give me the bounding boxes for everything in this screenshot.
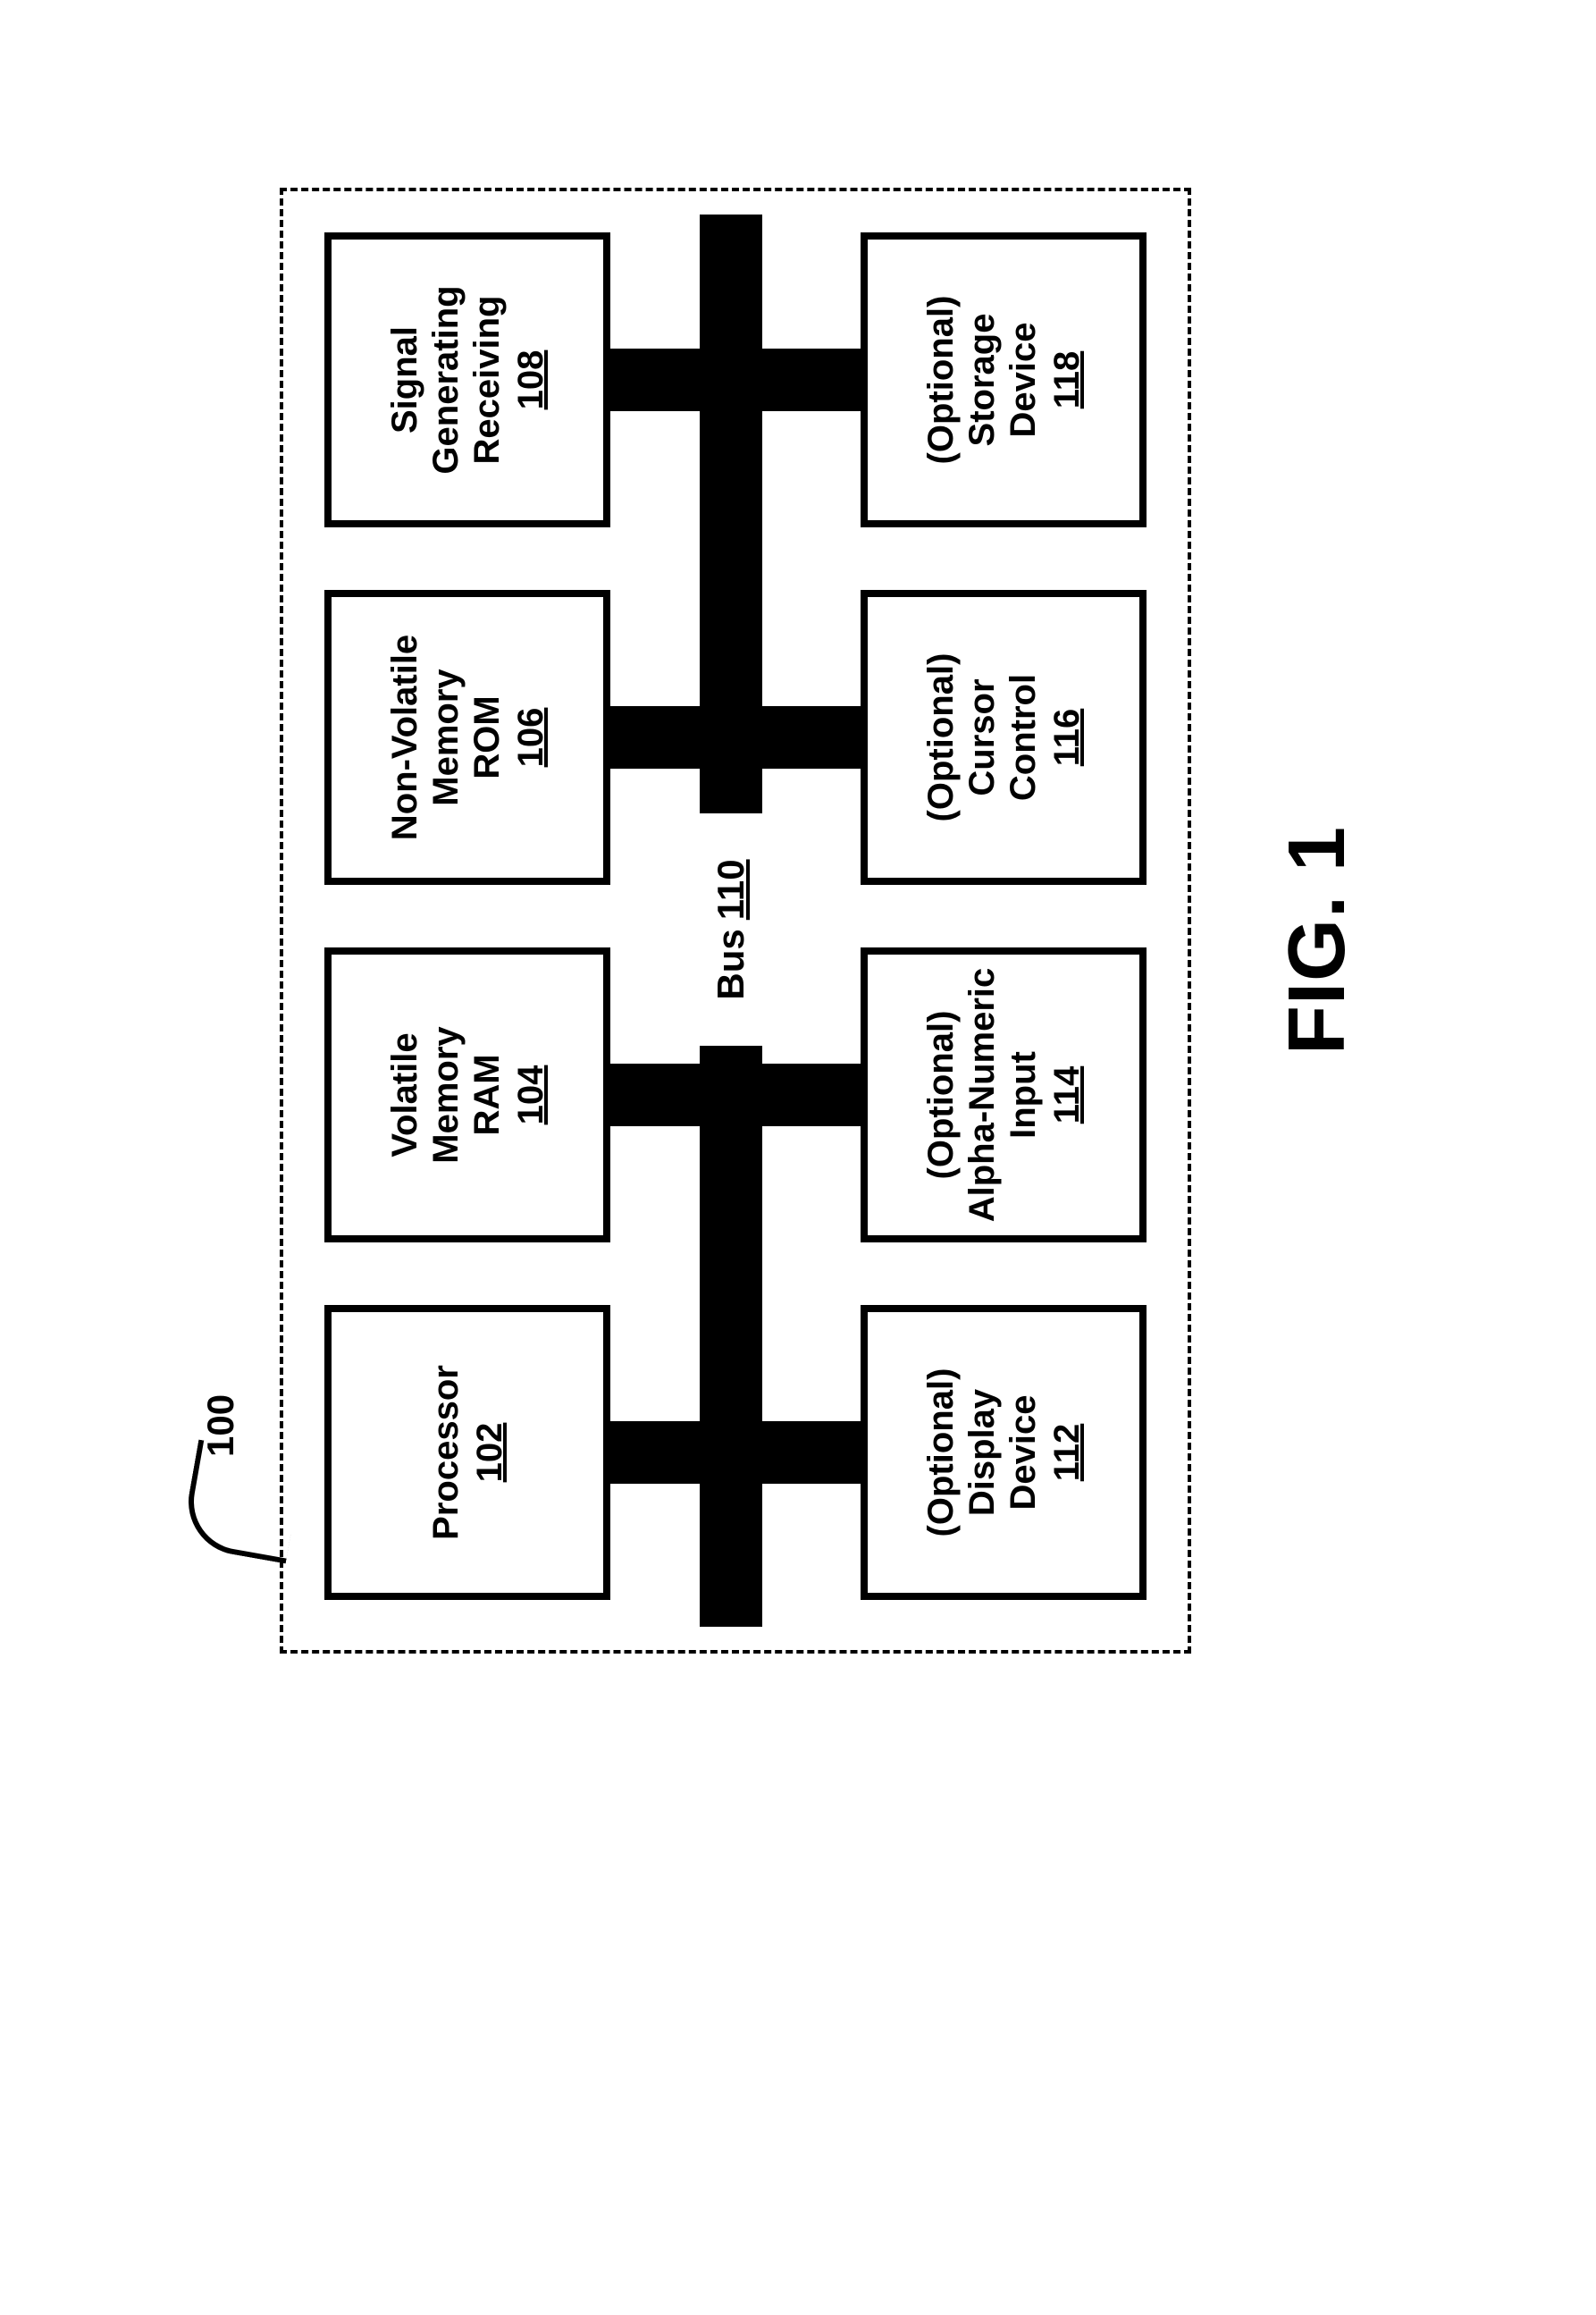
block-text: Processor <box>425 1365 466 1540</box>
block-text: Volatile <box>384 1032 425 1157</box>
block-text: Non-Volatile <box>384 635 425 840</box>
block-text: Device <box>1003 1395 1044 1511</box>
block-volatile-memory: Volatile Memory RAM 104 <box>324 947 610 1242</box>
stub <box>762 1421 861 1484</box>
block-text: RAM <box>466 1054 508 1135</box>
bus-label: Bus <box>710 929 752 999</box>
block-text: Memory <box>425 1026 466 1163</box>
block-text: Signal <box>384 326 425 434</box>
block-storage-device: (Optional) Storage Device 118 <box>861 232 1147 527</box>
block-text: Device <box>1003 323 1044 438</box>
block-ref: 114 <box>1047 1066 1088 1124</box>
block-text: ROM <box>466 695 508 779</box>
block-text: (Optional) <box>920 296 962 465</box>
block-ref: 104 <box>511 1065 551 1125</box>
bus-label-box: Bus 110 <box>700 813 762 1046</box>
bus-bar-right <box>700 215 762 813</box>
block-ref: 106 <box>511 708 551 768</box>
block-text: Generating <box>425 285 466 474</box>
stub <box>762 1064 861 1126</box>
block-text: Alpha-Numeric <box>962 968 1003 1223</box>
page: 100 Bus 110 Processor 102 Volatile Memor… <box>0 0 1596 2315</box>
block-text: Receiving <box>466 296 508 465</box>
block-text: (Optional) <box>920 1368 962 1537</box>
stub <box>762 706 861 769</box>
block-alphanumeric-input: (Optional) Alpha-Numeric Input 114 <box>861 947 1147 1242</box>
stub <box>610 1064 700 1126</box>
bus-bar-left <box>700 1046 762 1627</box>
block-text: (Optional) <box>920 1011 962 1180</box>
block-text: Cursor <box>962 678 1003 796</box>
block-text: Control <box>1003 674 1044 801</box>
block-display-device: (Optional) Display Device 112 <box>861 1305 1147 1600</box>
block-ref: 102 <box>470 1423 510 1483</box>
block-processor: Processor 102 <box>324 1305 610 1600</box>
rotated-container: 100 Bus 110 Processor 102 Volatile Memor… <box>172 134 1424 1832</box>
system-ref-label: 100 <box>199 1394 242 1457</box>
block-ref: 118 <box>1047 351 1088 409</box>
block-signal: Signal Generating Receiving 108 <box>324 232 610 527</box>
block-cursor-control: (Optional) Cursor Control 116 <box>861 590 1147 885</box>
block-ref: 108 <box>511 350 551 410</box>
block-text: (Optional) <box>920 653 962 822</box>
block-ref: 116 <box>1047 709 1088 767</box>
block-text: Storage <box>962 314 1003 447</box>
stub <box>762 349 861 411</box>
block-text: Display <box>962 1389 1003 1516</box>
block-ref: 112 <box>1047 1424 1088 1482</box>
bus-ref: 110 <box>710 859 752 920</box>
block-nonvolatile-memory: Non-Volatile Memory ROM 106 <box>324 590 610 885</box>
stub <box>610 706 700 769</box>
diagram-area: 100 Bus 110 Processor 102 Volatile Memor… <box>172 134 1424 1832</box>
stub <box>610 1421 700 1484</box>
stub <box>610 349 700 411</box>
block-text: Input <box>1003 1051 1044 1139</box>
figure-caption: FIG. 1 <box>1272 826 1364 1055</box>
block-text: Memory <box>425 669 466 805</box>
